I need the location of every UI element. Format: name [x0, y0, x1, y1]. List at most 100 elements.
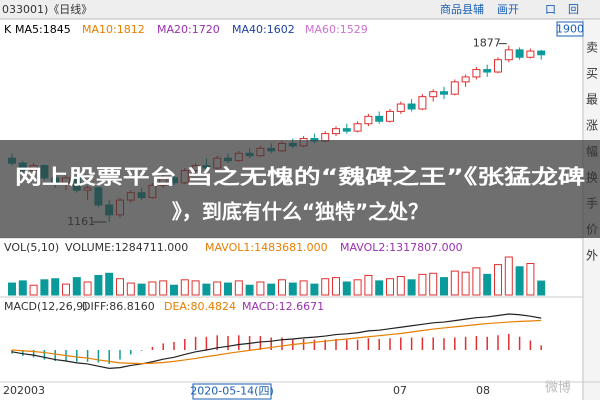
- candle-body: [364, 115, 373, 125]
- volume-bar: [386, 278, 394, 296]
- volume-bar: [494, 264, 502, 296]
- volume-bar: [191, 280, 200, 296]
- macd-item: DEA:80.4824: [164, 300, 236, 313]
- side-label: 换: [586, 171, 598, 185]
- date-label: 2020-05-14(四): [190, 385, 274, 398]
- candle-body: [407, 103, 416, 110]
- ma-item: MA40:1602: [232, 23, 295, 36]
- side-label: 幅: [586, 144, 598, 159]
- macd-item: DIFF:86.8160: [82, 300, 155, 313]
- ma-item: MA60:1529: [305, 23, 368, 36]
- volume-bar: [234, 280, 243, 296]
- headline: 》，到底有什么“独特”之处？: [172, 200, 428, 224]
- volume-bar: [450, 270, 459, 296]
- volume-item: MAVOL1:1483681.000: [205, 241, 328, 254]
- volume-bar: [224, 282, 232, 296]
- volume-bar: [461, 271, 470, 296]
- volume-bar: [353, 279, 362, 296]
- candle-body: [321, 133, 330, 142]
- diff-line: [11, 313, 542, 369]
- high-label: 1877: [473, 37, 501, 50]
- volume-bar: [504, 256, 513, 296]
- volume-bar: [483, 273, 492, 296]
- volume-label: VOL(5,10): [4, 241, 59, 254]
- candle-body: [353, 123, 362, 132]
- candle-body: [483, 69, 492, 73]
- candle-body: [342, 128, 351, 132]
- toolbar: [0, 0, 600, 19]
- watermark: 微博: [545, 381, 571, 396]
- candle-body: [396, 103, 405, 112]
- candle-body: [440, 91, 448, 95]
- volume-bar: [116, 278, 124, 296]
- volume-bar: [278, 279, 286, 296]
- volume-bar: [396, 276, 405, 296]
- volume-bar: [256, 281, 265, 296]
- ma-item: MA20:1720: [157, 23, 220, 36]
- toolbar-link[interactable]: 商品县辅: [440, 2, 484, 16]
- side-label: 最: [586, 93, 598, 107]
- side-label: 外: [586, 249, 598, 263]
- volume-bar: [18, 280, 27, 296]
- toolbar-link[interactable]: 口: [545, 3, 556, 16]
- volume-bar: [94, 274, 103, 296]
- volume-bar: [418, 273, 427, 296]
- candle-body: [515, 49, 524, 58]
- candle-body: [537, 50, 546, 56]
- candle-body: [429, 91, 438, 98]
- date-label: 07: [393, 384, 407, 397]
- volume-bar: [537, 280, 546, 296]
- macd-item: MACD:12.6671: [242, 300, 324, 313]
- indicator-label: K: [4, 23, 12, 36]
- volume-bar: [72, 277, 81, 296]
- volume-bar: [137, 283, 146, 296]
- side-label: 手: [586, 197, 598, 211]
- dea-line: [11, 319, 542, 365]
- side-label: 涨: [586, 118, 598, 133]
- volume-bar: [288, 282, 297, 296]
- volume-bar: [83, 281, 92, 296]
- volume-bar: [342, 281, 351, 296]
- volume-bar: [170, 284, 178, 296]
- volume-bar: [407, 279, 416, 296]
- candle-body: [461, 76, 470, 83]
- toolbar-link[interactable]: 画开: [497, 3, 519, 16]
- candle-body: [504, 49, 513, 61]
- volume-bar: [332, 277, 340, 296]
- candle-body: [450, 81, 459, 95]
- volume-bar: [40, 279, 49, 296]
- volume-bar: [202, 283, 211, 296]
- candle-body: [526, 50, 535, 58]
- volume-bar: [375, 280, 384, 296]
- volume-bar: [440, 277, 448, 296]
- ma-item: MA5:1845: [15, 23, 71, 36]
- volume-bar: [213, 281, 222, 296]
- volume-bar: [429, 272, 438, 296]
- volume-bar: [321, 278, 330, 296]
- volume-bar: [62, 283, 70, 296]
- axis-box: [556, 21, 584, 37]
- volume-bar: [310, 283, 319, 296]
- candle-body: [418, 96, 427, 110]
- volume-bar: [8, 282, 16, 296]
- candle-body: [375, 115, 384, 122]
- side-label: 价: [586, 223, 598, 237]
- volume-bar: [51, 278, 60, 296]
- toolbar-link[interactable]: 回: [568, 3, 579, 16]
- volume-bar: [180, 279, 189, 296]
- volume-bar: [159, 280, 168, 296]
- ma-item: MA10:1812: [82, 23, 145, 36]
- axis-label: 1900: [556, 23, 584, 36]
- date-label: 08: [476, 384, 490, 397]
- date-label: 202003: [3, 384, 45, 397]
- candle-body: [472, 69, 481, 78]
- volume-bar: [148, 281, 157, 296]
- macd-label: MACD(12,26,9): [4, 300, 88, 313]
- volume-bar: [267, 283, 276, 296]
- volume-bar: [364, 274, 373, 296]
- volume-item: VOLUME:1284711.000: [65, 241, 188, 254]
- headline: 网上股票平台 当之无愧的“魏碑之王”《张猛龙碑: [15, 165, 585, 189]
